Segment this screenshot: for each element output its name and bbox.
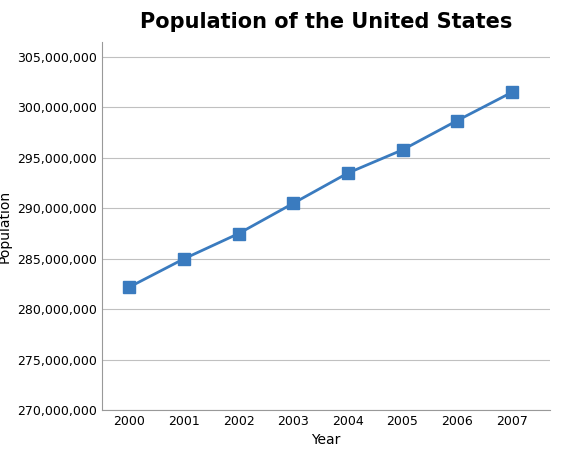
Title: Population of the United States: Population of the United States — [140, 12, 512, 32]
X-axis label: Year: Year — [311, 433, 341, 447]
Y-axis label: Population: Population — [0, 190, 12, 262]
